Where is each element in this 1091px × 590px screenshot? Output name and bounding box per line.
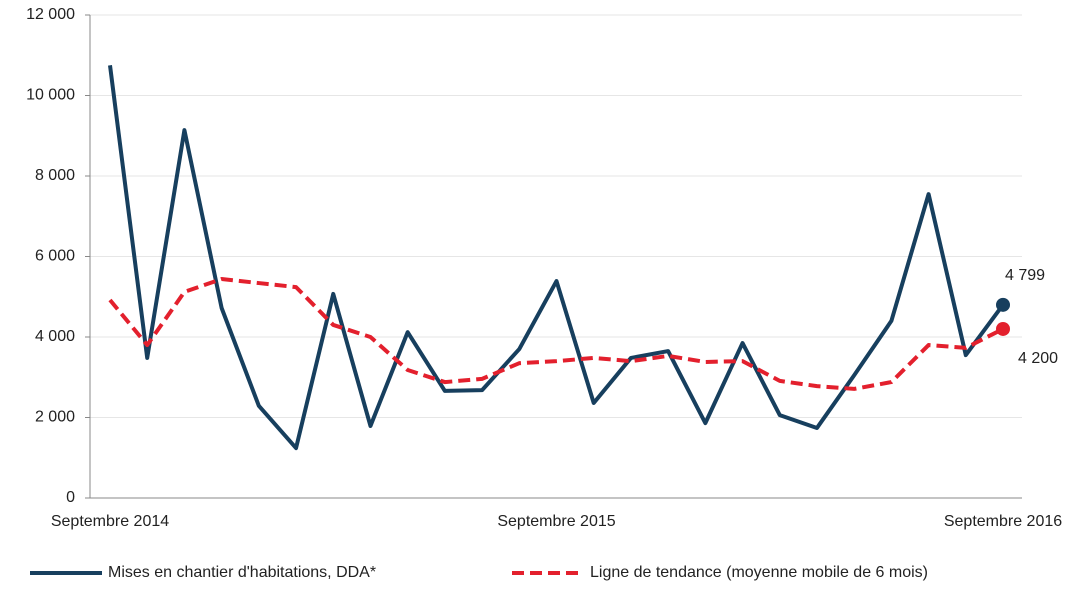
end-marker [996,297,1010,312]
end-marker [996,321,1010,336]
y-tick-label: 0 [66,489,75,506]
series-line [108,65,1005,451]
value-label: 4 200 [1018,350,1058,367]
value-label: 4 799 [1005,267,1045,284]
y-tick-label: 8 000 [35,167,75,184]
y-tick-label: 10 000 [26,87,75,104]
y-tick-label: 6 000 [35,248,75,265]
series-line [108,277,1004,391]
legend-label: Mises en chantier d'habitations, DDA* [108,564,376,581]
y-tick-label: 4 000 [35,328,75,345]
x-tick-label: Septembre 2014 [51,513,169,530]
x-tick-label: Septembre 2016 [944,513,1062,530]
x-tick-label: Septembre 2015 [497,513,615,530]
y-tick-label: 12 000 [26,6,75,23]
y-tick-label: 2 000 [35,409,75,426]
legend-label: Ligne de tendance (moyenne mobile de 6 m… [590,564,928,581]
